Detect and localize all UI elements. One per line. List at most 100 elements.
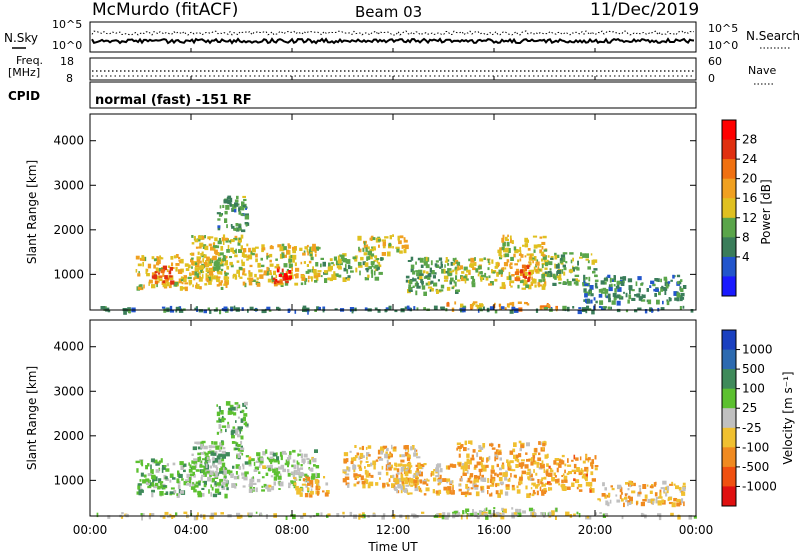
data-cell: [414, 486, 419, 492]
data-cell: [138, 271, 140, 274]
data-cell: [487, 267, 490, 271]
data-cell: [276, 468, 278, 472]
data-cell: [227, 421, 230, 425]
data-cell: [360, 256, 364, 261]
data-cell: [249, 482, 253, 487]
data-cell: [315, 262, 319, 267]
data-cell: [479, 275, 484, 279]
data-cell: [301, 276, 306, 281]
data-cell: [453, 280, 456, 284]
data-cell: [509, 309, 514, 314]
data-cell: [188, 468, 193, 473]
data-cell: [586, 469, 589, 475]
colorbar-swatch: [722, 217, 736, 238]
data-cell: [491, 447, 496, 450]
data-cell: [530, 253, 534, 257]
data-cell: [179, 286, 183, 291]
noise-top-tick-left: 10^5: [52, 18, 82, 31]
data-cell: [225, 272, 229, 275]
data-cell: [403, 249, 407, 254]
data-cell: [519, 269, 524, 274]
data-cell: [472, 449, 476, 453]
data-cell: [187, 276, 192, 280]
data-cell: [459, 265, 463, 270]
data-cell: [221, 441, 225, 446]
data-cell: [236, 454, 238, 459]
data-cell: [455, 269, 458, 275]
data-cell: [447, 262, 450, 266]
data-cell: [491, 465, 495, 469]
data-cell: [244, 474, 248, 477]
data-cell: [470, 457, 475, 461]
data-cell: [227, 424, 230, 429]
data-cell: [277, 475, 282, 480]
data-cell: [368, 472, 371, 476]
data-cell: [194, 307, 197, 311]
data-cell: [484, 272, 487, 278]
data-cell: [427, 281, 431, 286]
data-cell: [439, 490, 442, 494]
data-cell: [295, 267, 300, 272]
x-tick-label: 16:00: [477, 523, 512, 537]
data-cell: [214, 472, 219, 475]
data-cell: [239, 410, 243, 414]
data-cell: [325, 482, 329, 486]
data-cell: [318, 306, 321, 310]
data-cell: [201, 274, 204, 279]
data-cell: [145, 480, 150, 485]
data-cell: [415, 270, 419, 273]
data-cell: [297, 453, 299, 457]
data-cell: [615, 285, 620, 289]
data-cell: [240, 229, 246, 233]
data-cell: [532, 453, 537, 456]
data-cell: [148, 281, 150, 286]
data-cell: [367, 250, 372, 256]
data-cell: [553, 460, 557, 465]
data-cell: [299, 467, 304, 470]
data-cell: [452, 269, 455, 273]
data-cell: [511, 274, 515, 277]
data-cell: [573, 454, 576, 460]
data-cell: [580, 471, 584, 475]
data-cell: [681, 498, 684, 504]
data-cell: [550, 514, 555, 517]
data-cell: [312, 246, 316, 252]
data-cell: [290, 254, 293, 259]
data-cell: [451, 286, 454, 290]
data-cell: [364, 466, 366, 469]
data-cell: [151, 493, 154, 498]
data-cell: [305, 484, 308, 488]
data-cell: [465, 508, 470, 512]
data-cell: [266, 266, 269, 272]
data-cell: [347, 275, 351, 279]
data-cell: [298, 487, 303, 492]
data-cell: [533, 256, 537, 261]
data-cell: [590, 471, 594, 476]
data-cell: [447, 259, 450, 262]
data-cell: [223, 477, 226, 482]
data-cell: [468, 258, 471, 262]
data-cell: [354, 307, 357, 312]
data-cell: [187, 264, 191, 269]
data-cell: [153, 264, 156, 269]
data-cell: [435, 467, 439, 472]
data-cell: [492, 270, 497, 273]
colorbar-frame: [721, 329, 737, 507]
data-cell: [220, 280, 223, 283]
data-cell: [312, 266, 314, 271]
data-cell: [164, 275, 168, 280]
data-cell: [415, 464, 418, 467]
data-cell: [524, 464, 529, 469]
data-cell: [598, 305, 602, 309]
data-cell: [601, 493, 606, 497]
data-cell: [556, 467, 559, 473]
data-cell: [513, 474, 517, 478]
data-cell: [392, 446, 397, 452]
data-cell: [217, 271, 222, 275]
data-cell: [96, 512, 99, 518]
data-cell: [470, 440, 473, 445]
data-cell: [442, 512, 446, 517]
data-cell: [500, 515, 505, 520]
